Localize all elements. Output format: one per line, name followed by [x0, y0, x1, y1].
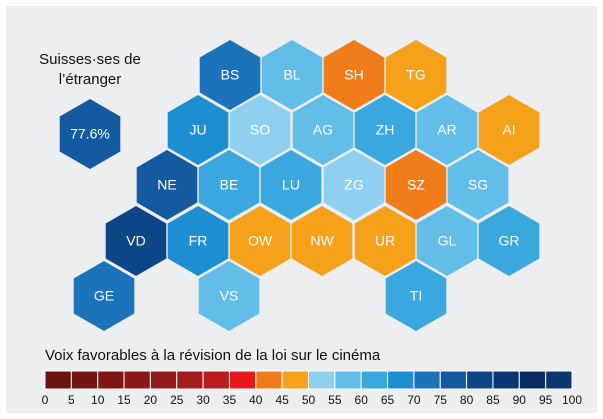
legend-tick-label: 75: [434, 393, 448, 407]
canton-hex: [199, 40, 261, 110]
canton-label: BL: [283, 67, 300, 83]
canton-hex: [229, 95, 291, 165]
legend-tick-label: 0: [42, 393, 49, 407]
canton-label: TI: [410, 288, 422, 304]
canton-hex: [354, 206, 416, 276]
legend-swatch: [176, 370, 204, 390]
abroad-value: 77.6%: [70, 126, 110, 142]
legend-swatch: [281, 370, 309, 390]
canton-hex: [416, 95, 478, 165]
legend-tick-label: 60: [355, 393, 369, 407]
canton-hex: [385, 150, 447, 220]
legend-swatch: [202, 370, 230, 390]
canton-label: AG: [313, 122, 333, 138]
canton-hex: [261, 40, 323, 110]
canton-hex: [447, 150, 509, 220]
legend-tick-label: 85: [486, 393, 500, 407]
canton-hex: [354, 95, 416, 165]
legend-swatch: [228, 370, 257, 390]
legend-swatch: [97, 370, 125, 390]
canton-label: GL: [438, 233, 457, 249]
canton-label: TG: [406, 67, 425, 83]
legend-tick-label: 45: [275, 393, 289, 407]
legend-swatch: [308, 370, 336, 390]
canton-hex: [323, 40, 385, 110]
legend-swatch: [334, 370, 362, 390]
legend-tick-label: 20: [144, 393, 158, 407]
canton-hex: [478, 206, 540, 276]
canton-label: SG: [468, 177, 488, 193]
canton-label: AI: [502, 122, 515, 138]
canton-hex: [260, 150, 322, 220]
legend-swatch: [387, 370, 415, 390]
legend-swatch: [149, 370, 178, 390]
legend-tick-label: 10: [91, 393, 105, 407]
legend-swatch: [44, 370, 72, 390]
canton-hex: [198, 261, 260, 331]
legend-tick-label: 65: [381, 393, 395, 407]
abroad-title: l’étranger: [59, 71, 122, 88]
legend-tick-label: 30: [196, 393, 210, 407]
canton-hex: [292, 95, 354, 165]
legend-tick-label: 40: [249, 393, 263, 407]
canton-label: NE: [157, 177, 176, 193]
legend-title: Voix favorables à la révision de la loi …: [45, 347, 381, 364]
canton-label: VD: [126, 233, 145, 249]
canton-label: OW: [248, 233, 273, 249]
legend-swatch: [70, 370, 99, 390]
canton-hex: [229, 206, 291, 276]
canton-label: BE: [220, 177, 239, 193]
canton-label: AR: [437, 122, 456, 138]
canton-hex: [105, 206, 167, 276]
legend-swatch: [466, 370, 494, 390]
abroad-hex: [59, 99, 121, 169]
canton-hex: [385, 40, 447, 110]
canton-label: UR: [375, 233, 395, 249]
legend-tick-label: 90: [513, 393, 527, 407]
abroad-title: Suisses·ses de: [39, 51, 141, 68]
canton-label: ZG: [344, 177, 363, 193]
legend-tick-label: 70: [407, 393, 421, 407]
legend-tick-label: 50: [302, 393, 316, 407]
legend-tick-label: 5: [68, 393, 75, 407]
legend-swatch: [255, 370, 283, 390]
canton-hex: [323, 150, 385, 220]
canton-hex: [416, 206, 478, 276]
legend-tick-label: 80: [460, 393, 474, 407]
canton-hex: [167, 206, 229, 276]
legend-tick-label: 100: [562, 393, 582, 407]
canton-label: GR: [499, 233, 520, 249]
canton-hex: [167, 95, 229, 165]
canton-hex: [385, 261, 447, 331]
canton-label: LU: [282, 177, 300, 193]
legend-tick-label: 35: [223, 393, 237, 407]
canton-label: BS: [221, 67, 240, 83]
legend-swatch: [360, 370, 389, 390]
legend-tick-label: 15: [117, 393, 131, 407]
canton-label: ZH: [376, 122, 395, 138]
canton-label: SH: [344, 67, 363, 83]
legend-swatch: [492, 370, 520, 390]
canton-hex: [73, 261, 135, 331]
canton-label: FR: [189, 233, 208, 249]
canton-label: JU: [189, 122, 206, 138]
canton-hex: [478, 95, 540, 165]
legend-swatch: [413, 370, 441, 390]
canton-label: SO: [250, 122, 270, 138]
legend-tick-label: 95: [539, 393, 553, 407]
legend-swatch: [545, 370, 573, 390]
canton-label: GE: [94, 288, 114, 304]
legend-tick-label: 25: [170, 393, 184, 407]
legend-swatch: [518, 370, 547, 390]
canton-hex: [198, 150, 260, 220]
legend-swatch: [123, 370, 151, 390]
canton-label: VS: [220, 288, 239, 304]
legend-tick-label: 55: [328, 393, 342, 407]
canton-label: SZ: [407, 177, 425, 193]
canton-hex: [291, 206, 353, 276]
canton-hex: [136, 150, 198, 220]
legend-swatch: [439, 370, 468, 390]
canton-label: NW: [310, 233, 334, 249]
